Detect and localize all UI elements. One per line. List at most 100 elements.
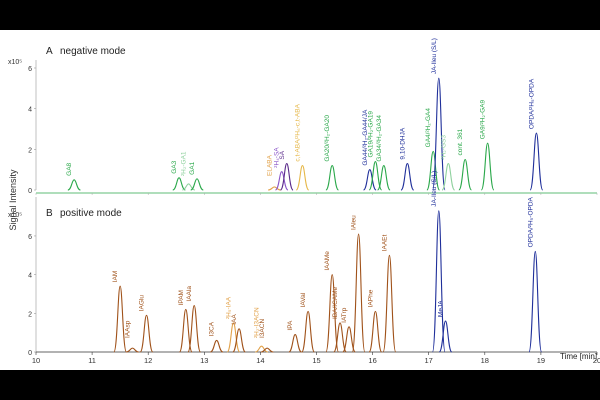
peak-label: GA1 xyxy=(189,161,196,174)
peak-label: MeJA xyxy=(438,300,445,317)
peak-trace xyxy=(279,163,294,191)
figure-background xyxy=(0,30,600,370)
peak-label: GA9/²H₂-GA9 xyxy=(480,99,487,139)
peak-trace xyxy=(226,322,241,353)
panel-a-y-tick-label: 0 xyxy=(28,188,32,195)
peak-trace xyxy=(458,158,473,191)
x-axis-title: Time [min] xyxy=(560,352,597,361)
peak-label: IAAsp xyxy=(124,320,131,338)
panel-b-exponent: x10⁵ xyxy=(8,212,22,219)
peak-trace xyxy=(113,285,127,353)
peak-label: GA44/²H₂-GA44/JA xyxy=(362,109,369,166)
peak-trace xyxy=(431,210,446,353)
peak-trace xyxy=(480,142,495,191)
x-tick-label: 14 xyxy=(256,356,264,365)
peak-label: IBA/ICAMe xyxy=(332,286,339,319)
x-tick-label: 20 xyxy=(593,356,600,365)
peak-label: ²H₄-SA xyxy=(274,147,281,168)
peak-trace xyxy=(382,254,397,353)
peak-label: I3CA xyxy=(209,321,216,336)
peak-label: I3ACN xyxy=(259,319,266,338)
peak-label: GA4/²H₂-GA4 xyxy=(425,108,432,148)
peak-trace xyxy=(325,165,340,191)
peak-trace xyxy=(172,177,186,191)
peak-trace xyxy=(190,178,204,191)
x-tick-label: 13 xyxy=(200,356,208,365)
panel-b-y-tick-label: 4 xyxy=(28,273,32,280)
panel-a-title: negative mode xyxy=(60,46,126,57)
peak-label: IAVal xyxy=(300,292,307,307)
peak-label: cont. 361 xyxy=(457,128,464,155)
panel-b-letter: B xyxy=(46,208,53,219)
y-axis-title: Signal Intensity xyxy=(8,169,18,231)
peak-trace xyxy=(426,150,441,191)
peak-label: IPAM xyxy=(178,290,185,305)
peak-label: OPDA/²H₅-OPDA xyxy=(528,78,535,129)
peak-trace xyxy=(255,345,268,353)
panel-b-y-tick-label: 6 xyxy=(28,234,32,241)
peak-trace xyxy=(441,163,456,191)
x-tick-label: 11 xyxy=(88,356,96,365)
peak-trace xyxy=(139,314,154,353)
peak-label: GA8 xyxy=(66,162,73,175)
peak-trace xyxy=(178,308,193,353)
panel-a-y-tick-label: 6 xyxy=(28,66,32,73)
peak-label: IPA xyxy=(287,320,294,331)
peak-label: IAleu xyxy=(351,215,358,230)
peak-label: IAA xyxy=(231,314,238,325)
peak-label: IAAMe xyxy=(324,251,331,271)
peak-label: c,t-ABA/²H₆-c,t-ABA xyxy=(294,103,301,161)
peak-trace xyxy=(126,347,139,353)
peak-trace xyxy=(288,334,302,353)
peak-label: GA34/²H₂-GA34 xyxy=(376,115,383,162)
panel-b-y-tick-label: 0 xyxy=(28,350,32,357)
peak-trace xyxy=(342,326,356,353)
peak-trace xyxy=(438,320,453,353)
peak-label: SA xyxy=(279,150,286,159)
x-tick-label: 18 xyxy=(481,356,489,365)
peak-trace xyxy=(325,274,340,353)
panel-a-letter: A xyxy=(46,46,53,57)
panel-a-y-tick-label: 4 xyxy=(28,107,32,114)
peak-trace xyxy=(268,186,281,191)
peak-trace xyxy=(376,165,391,191)
peak-label: IAPhe xyxy=(367,289,374,307)
x-tick-label: 16 xyxy=(368,356,376,365)
peak-label: ²H₅-IAA xyxy=(225,296,232,319)
peak-trace xyxy=(333,322,347,353)
peak-label: IAAEt xyxy=(381,234,388,251)
peak-label: ²H₂-I3ACN xyxy=(254,307,261,338)
peak-trace xyxy=(210,339,224,353)
panel-a-y-tick-label: 2 xyxy=(28,147,32,154)
peak-label: GA3 xyxy=(171,160,178,173)
peak-label: GA20/²H₂-GA20 xyxy=(324,115,331,162)
peak-trace xyxy=(400,163,415,191)
peak-label: JA-Ileu (S/L) xyxy=(431,38,438,74)
peak-label: 9,10-DHJA xyxy=(399,127,406,159)
peak-label: IAM xyxy=(112,271,119,283)
peak-trace xyxy=(368,310,383,353)
x-tick-label: 12 xyxy=(144,356,152,365)
peak-label: ²H₂-GS3 xyxy=(440,135,447,160)
peak-label: JA-Ileu (S/L) xyxy=(431,171,438,207)
peak-label: IAGlu xyxy=(139,295,146,312)
peak-label: OPDA/²H₅-OPDA xyxy=(527,196,534,247)
x-tick-label: 19 xyxy=(537,356,545,365)
peak-trace xyxy=(368,160,383,191)
panel-b-title: positive mode xyxy=(60,208,122,219)
peak-trace xyxy=(275,171,289,191)
x-tick-label: 15 xyxy=(312,356,320,365)
peak-label: IATrp xyxy=(341,307,348,323)
x-tick-label: 17 xyxy=(425,356,433,365)
x-tick-label: 10 xyxy=(32,356,40,365)
panel-b-y-tick-label: 2 xyxy=(28,311,32,318)
panel-a-exponent: x10⁵ xyxy=(8,59,22,66)
peak-label: IAAla xyxy=(186,286,193,302)
peak-trace xyxy=(187,305,202,353)
peak-label: ²H₂-GA1 xyxy=(181,151,188,176)
peak-trace xyxy=(260,347,274,353)
peak-label: GA19/²H₂-GA19 xyxy=(367,111,374,158)
